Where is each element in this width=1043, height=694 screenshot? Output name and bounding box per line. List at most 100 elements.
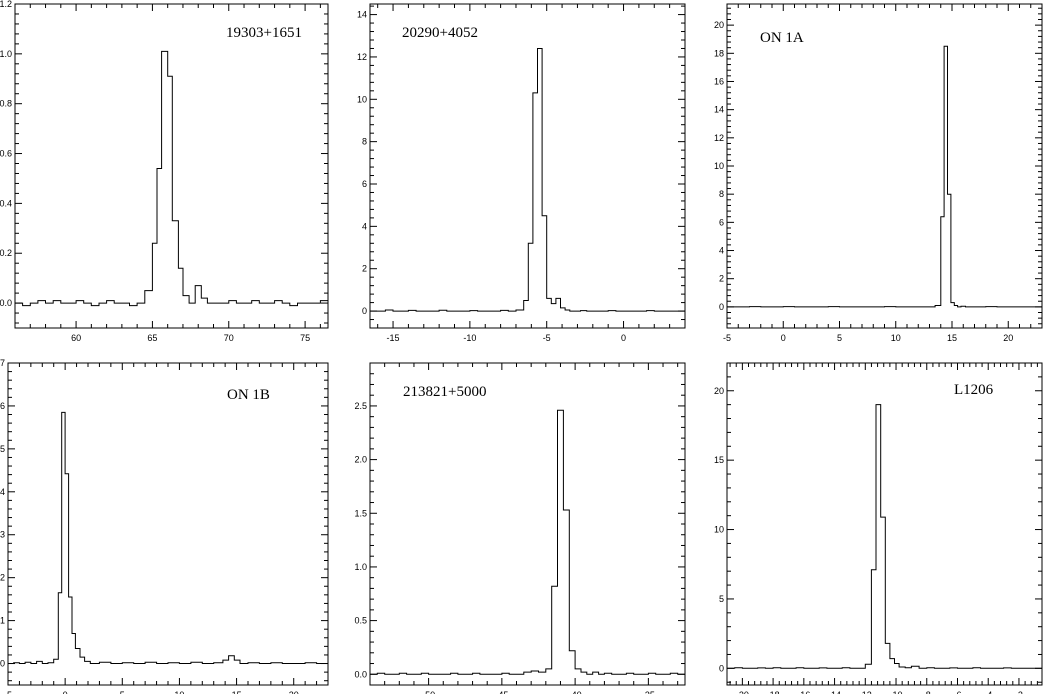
x-tick-label: 60 — [71, 333, 81, 343]
y-tick-label: 2.0 — [354, 455, 367, 465]
y-tick-label: 0.0 — [354, 669, 367, 679]
x-tick-label: -2 — [1015, 690, 1023, 694]
y-tick-label: 20 — [714, 20, 724, 30]
x-tick-label: 15 — [947, 333, 957, 343]
plot-frame — [15, 4, 328, 328]
y-tick-label: 12 — [357, 52, 367, 62]
x-tick-label: 70 — [224, 333, 234, 343]
x-tick-label: -16 — [797, 690, 810, 694]
y-tick-label: 6 — [719, 217, 724, 227]
y-tick-label: 5 — [0, 444, 5, 454]
y-tick-label: 10 — [357, 94, 367, 104]
chart-panel-3: -5 0 5 10 15 20 0 2 4 6 8 10 12 14 16 18 20 ON 1A — [714, 4, 1042, 343]
spectrum-line — [370, 410, 685, 674]
x-tick-label: -20 — [736, 690, 749, 694]
plot-frame — [370, 4, 685, 328]
y-tick-label: 8 — [719, 189, 724, 199]
y-tick-label: 14 — [357, 10, 367, 20]
spectrum-line — [8, 412, 328, 663]
y-tick-label: 3 — [0, 530, 5, 540]
plot-frame — [727, 363, 1042, 685]
x-tick-label: 10 — [174, 690, 184, 694]
panel-title: 20290+4052 — [402, 25, 478, 41]
y-tick-label: 0 — [719, 302, 724, 312]
x-tick-label: -45 — [495, 690, 508, 694]
x-tick-label: 15 — [232, 690, 242, 694]
y-tick-label: 2.5 — [354, 401, 367, 411]
y-tick-label: 7 — [0, 358, 5, 368]
y-tick-label: 0 — [719, 663, 724, 673]
x-tick-label: -10 — [890, 690, 903, 694]
spectrum-line — [370, 49, 685, 312]
x-tick-label: -5 — [723, 333, 731, 343]
y-tick-label: 1 — [0, 616, 5, 626]
y-tick-label: 2 — [362, 264, 367, 274]
spectrum-line — [727, 46, 1042, 307]
chart-panel-6: -20-18-16-14-12-10-8-6-4-205101520L1206 — [714, 363, 1042, 694]
x-tick-label: -35 — [642, 690, 655, 694]
chart-panel-4: -5 0 5 10 15 20 0 1 2 3 4 5 6 7 ON 1B — [0, 358, 328, 694]
y-tick-label: 1.5 — [354, 508, 367, 518]
y-tick-label: 6 — [0, 401, 5, 411]
panel-title: 19303+1651 — [226, 25, 302, 41]
x-tick-label: -14 — [828, 690, 841, 694]
y-tick-label: 0.4 — [0, 198, 12, 208]
chart-panel-1: 60 65 70 75 0.0 0.2 0.4 0.6 0.8 1.0 1.2 19303+1651 — [0, 0, 328, 343]
y-tick-label: 4 — [362, 221, 367, 231]
plot-frame — [370, 363, 685, 685]
x-tick-label: -18 — [767, 690, 780, 694]
chart-panel-2: -15 -10 -5 0 0 2 4 6 8 10 12 14 20290+4052 — [357, 4, 685, 343]
y-tick-label: 16 — [714, 76, 724, 86]
x-tick-label: 75 — [300, 333, 310, 343]
y-tick-label: 0.2 — [0, 248, 12, 258]
x-tick-label: -5 — [4, 690, 12, 694]
x-tick-label: 5 — [837, 333, 842, 343]
y-tick-label: 0 — [362, 306, 367, 316]
y-tick-label: 4 — [0, 487, 5, 497]
y-tick-label: 0.5 — [354, 616, 367, 626]
y-tick-label: 1.0 — [354, 562, 367, 572]
spectrum-line — [15, 51, 328, 305]
x-tick-label: -8 — [923, 690, 931, 694]
x-tick-label: -5 — [543, 333, 551, 343]
spectrum-line — [727, 405, 1042, 669]
panel-title: 213821+5000 — [403, 384, 486, 400]
y-tick-label: 10 — [714, 525, 724, 535]
x-tick-label: 65 — [147, 333, 157, 343]
plot-frame — [8, 363, 328, 685]
y-tick-label: 0 — [0, 659, 5, 669]
y-tick-label: 20 — [714, 386, 724, 396]
x-tick-label: -15 — [387, 333, 400, 343]
x-tick-label: -10 — [463, 333, 476, 343]
x-tick-label: -50 — [422, 690, 435, 694]
y-tick-label: 0.6 — [0, 149, 12, 159]
plot-frame — [727, 4, 1042, 328]
y-tick-label: 10 — [714, 161, 724, 171]
x-tick-label: 0 — [621, 333, 626, 343]
y-tick-label: 8 — [362, 137, 367, 147]
x-tick-label: 5 — [120, 690, 125, 694]
y-tick-label: 2 — [719, 274, 724, 284]
x-tick-label: 10 — [891, 333, 901, 343]
chart-panel-5: -50 -45 -40 -35 0.0 0.5 1.0 1.5 2.0 2.5 213821+500… — [354, 363, 685, 694]
y-tick-label: 14 — [714, 105, 724, 115]
x-tick-label: 20 — [289, 690, 299, 694]
y-tick-label: 12 — [714, 133, 724, 143]
y-tick-label: 18 — [714, 48, 724, 58]
y-tick-label: 4 — [719, 246, 724, 256]
y-tick-label: 1.2 — [0, 0, 12, 9]
panel-title: ON 1B — [227, 387, 270, 403]
x-tick-label: 0 — [781, 333, 786, 343]
y-tick-label: 1.0 — [0, 49, 12, 59]
y-tick-label: 2 — [0, 573, 5, 583]
y-tick-label: 0.0 — [0, 298, 12, 308]
y-tick-label: 15 — [714, 455, 724, 465]
x-tick-label: 0 — [63, 690, 68, 694]
x-tick-label: -40 — [569, 690, 582, 694]
x-tick-label: -12 — [859, 690, 872, 694]
panel-title: ON 1A — [760, 30, 804, 46]
y-tick-label: 5 — [719, 594, 724, 604]
y-tick-label: 0.8 — [0, 99, 12, 109]
x-tick-label: -6 — [953, 690, 961, 694]
